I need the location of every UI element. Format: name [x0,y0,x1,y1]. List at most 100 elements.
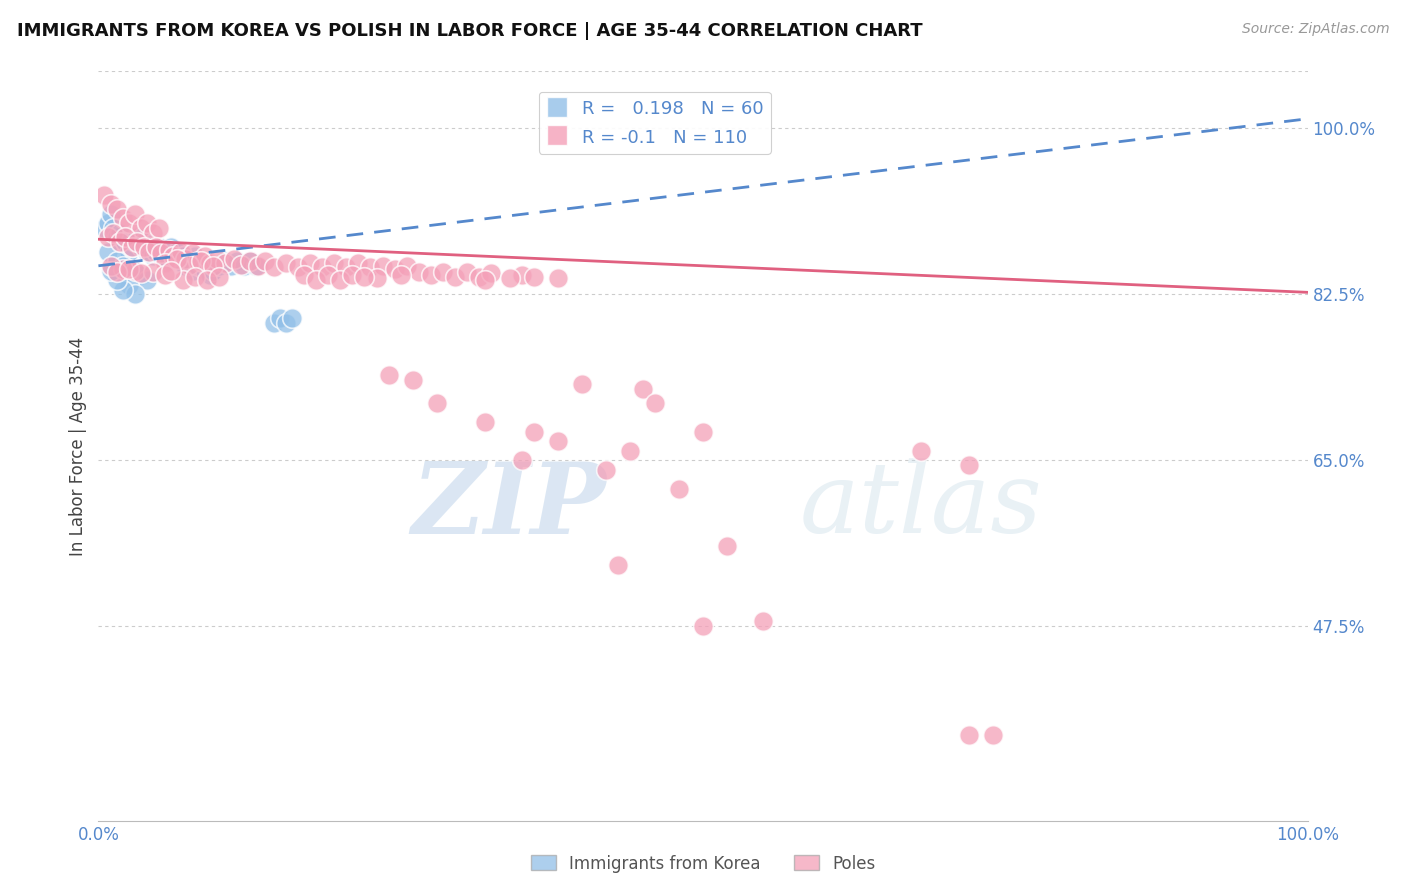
Point [184,270,207,285]
Point [232,259,254,273]
Point [214,254,236,268]
Point [510,453,533,467]
Point [229,258,252,272]
Point [111,259,134,273]
Point [239,254,262,268]
Point [444,270,467,285]
Point [105,273,128,287]
Point [198,256,221,270]
Point [166,252,188,267]
Point [157,243,180,257]
Point [124,263,146,277]
Point [97,230,120,244]
Point [366,271,388,285]
Point [162,249,184,263]
Point [93,220,115,235]
Point [169,254,191,268]
Point [150,249,173,263]
Point [105,265,128,279]
Point [226,254,249,268]
Point [129,220,152,235]
Point [360,260,382,274]
Point [166,244,188,259]
Point [111,211,134,226]
Point [111,240,134,254]
Point [408,265,430,279]
Point [111,261,134,276]
Point [619,443,641,458]
Point [205,252,228,267]
Point [111,283,134,297]
Text: IMMIGRANTS FROM KOREA VS POLISH IN LABOR FORCE | AGE 35-44 CORRELATION CHART: IMMIGRANTS FROM KOREA VS POLISH IN LABOR… [17,22,922,40]
Point [97,244,120,259]
Point [299,256,322,270]
Point [138,240,160,254]
Point [752,615,775,629]
Legend: R =   0.198   N = 60, R = -0.1   N = 110: R = 0.198 N = 60, R = -0.1 N = 110 [538,92,770,153]
Point [395,259,418,273]
Point [547,271,569,285]
Point [184,249,207,263]
Point [100,206,122,220]
Point [281,310,304,325]
Point [160,240,183,254]
Point [145,244,167,259]
Point [316,268,339,283]
Legend: Immigrants from Korea, Poles: Immigrants from Korea, Poles [524,848,882,880]
Point [377,368,399,382]
Point [247,259,270,273]
Point [118,244,141,259]
Text: Source: ZipAtlas.com: Source: ZipAtlas.com [1241,22,1389,37]
Point [644,396,666,410]
Point [105,254,128,268]
Point [668,482,690,496]
Point [420,268,443,283]
Point [129,266,152,280]
Point [187,259,209,273]
Point [153,244,176,259]
Point [523,425,546,439]
Point [426,396,449,410]
Point [292,268,315,283]
Point [214,256,236,270]
Point [571,377,593,392]
Point [194,263,217,277]
Y-axis label: In Labor Force | Age 35-44: In Labor Force | Age 35-44 [69,336,87,556]
Point [174,259,197,273]
Point [153,256,176,270]
Point [910,443,932,458]
Point [335,260,357,274]
Point [287,260,309,274]
Point [389,268,412,283]
Point [118,265,141,279]
Point [305,273,328,287]
Point [153,268,176,283]
Point [631,382,654,396]
Point [263,260,285,274]
Point [402,373,425,387]
Point [239,254,262,268]
Point [195,273,218,287]
Point [692,425,714,439]
Point [124,263,146,277]
Point [981,728,1004,742]
Point [208,270,231,285]
Point [100,197,122,211]
Point [114,235,136,249]
Point [108,226,131,240]
Point [181,263,204,277]
Point [124,287,146,301]
Point [124,206,146,220]
Point [179,254,201,268]
Point [157,254,180,268]
Point [347,256,370,270]
Point [311,260,333,274]
Point [181,246,204,260]
Point [202,263,225,277]
Point [172,273,194,287]
Point [498,271,520,285]
Point [510,268,533,283]
Point [274,256,297,270]
Point [190,254,212,268]
Point [323,256,346,270]
